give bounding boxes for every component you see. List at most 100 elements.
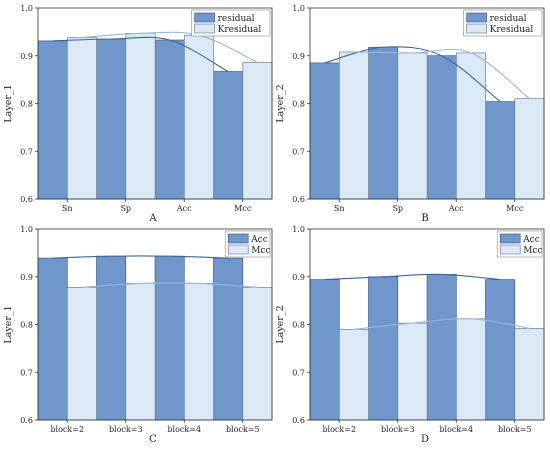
x-tick-label: Mcc	[506, 204, 524, 213]
bar-residual-3	[154, 39, 185, 200]
x-tick-label: Sp	[392, 204, 403, 213]
y-tick-label: 0.7	[20, 368, 33, 377]
bar-kresidual-1	[67, 37, 97, 200]
bar-acc-3	[426, 274, 457, 421]
legend-swatch-acc	[227, 233, 249, 244]
y-tick-label: 0.6	[292, 195, 305, 204]
trend-line-acc	[52, 255, 229, 259]
y-tick-label: 0.8	[292, 100, 305, 109]
legend-label: Kresidual	[218, 25, 262, 35]
x-tick-label: Acc	[448, 204, 464, 213]
panel-label: D	[421, 434, 429, 445]
y-tick-label: 0.9	[20, 52, 33, 61]
y-tick-label: 1.0	[20, 4, 33, 13]
x-tick-label: block=3	[109, 425, 143, 434]
bar-acc-3	[154, 255, 185, 421]
bar-acc-1	[37, 257, 68, 421]
bar-residual-2	[96, 38, 127, 200]
y-tick-label: 0.9	[292, 52, 305, 61]
bar-residual-1	[37, 40, 68, 200]
x-tick-label: block=4	[439, 425, 473, 434]
trend-line-mcc	[81, 282, 258, 288]
x-tick-label: block=3	[381, 425, 415, 434]
bar-kresidual-4	[514, 98, 545, 200]
x-tick-label: block=5	[226, 425, 260, 434]
trend-line-kresidual	[353, 48, 530, 100]
bar-mcc-2	[125, 283, 156, 421]
x-tick-label: block=2	[322, 425, 356, 434]
legend-swatch-kresidual	[194, 23, 215, 34]
bar-kresidual-2	[125, 32, 156, 200]
bar-mcc-3	[455, 318, 486, 421]
bar-acc-2	[368, 276, 399, 421]
chart-panel-c: 0.6 0.7 0.8 0.9 1.0 block=2 block=3 block=4 bloc…	[3, 225, 273, 445]
legend-label: Acc	[522, 235, 540, 245]
bar-mcc-1	[67, 286, 97, 421]
x-tick-label: Sp	[120, 204, 131, 213]
bar-residual-3	[426, 55, 457, 200]
bar-mcc-4	[242, 286, 273, 421]
legend-label: residual	[490, 14, 527, 24]
panel-label: B	[421, 213, 428, 224]
y-tick-label: 0.7	[292, 147, 305, 156]
legend-swatch-acc	[499, 233, 521, 244]
bar-acc-4	[485, 279, 516, 421]
y-tick-label: 0.6	[20, 195, 33, 204]
trend-line-acc	[324, 273, 501, 281]
bar-acc-1	[309, 279, 340, 421]
bar-kresidual-3	[455, 52, 486, 200]
y-tick-label: 0.8	[292, 321, 305, 330]
legend-label: Mcc	[523, 246, 542, 256]
trend-line-kresidual	[81, 31, 258, 63]
y-tick-label: 0.6	[20, 416, 33, 425]
y-tick-label: 0.7	[20, 147, 33, 156]
bar-acc-2	[96, 255, 127, 421]
y-tick-label: 1.0	[20, 225, 33, 234]
x-tick-label: Acc	[176, 204, 192, 213]
chart-panel-b: 0.6 0.7 0.8 0.9 1.0 Sn Sp Acc Mcc Layer_2 Bresidua…	[275, 4, 545, 224]
x-tick-label: Mcc	[234, 204, 252, 213]
trend-line-residual	[52, 36, 229, 72]
legend-label: Mcc	[251, 246, 270, 256]
y-axis-label: Layer_2	[275, 305, 286, 343]
legend-label: Kresidual	[490, 25, 534, 35]
chart-panel-d: 0.6 0.7 0.8 0.9 1.0 block=2 block=3 block=4 bloc…	[275, 225, 545, 445]
chart-panel-a: 0.6 0.7 0.8 0.9 1.0 Sn Sp Acc Mcc Layer_1 Aresidua…	[3, 4, 273, 224]
legend-swatch-mcc	[499, 244, 521, 255]
y-tick-label: 0.7	[292, 368, 305, 377]
y-tick-label: 1.0	[292, 225, 305, 234]
y-axis-label: Layer_1	[3, 305, 14, 343]
legend-swatch-kresidual	[466, 23, 487, 34]
y-tick-label: 0.8	[20, 100, 33, 109]
trend-line-residual	[324, 46, 501, 103]
y-tick-label: 0.9	[20, 273, 33, 282]
bar-residual-4	[485, 101, 516, 200]
bar-residual-2	[368, 46, 399, 200]
bar-mcc-2	[397, 322, 428, 421]
y-tick-label: 0.8	[20, 321, 33, 330]
bar-kresidual-4	[242, 62, 273, 200]
legend-swatch-mcc	[227, 244, 249, 255]
x-tick-label: Sn	[62, 204, 73, 213]
y-axis-label: Layer_2	[275, 84, 286, 122]
bar-kresidual-1	[338, 51, 369, 200]
legend-swatch-residual	[466, 12, 487, 23]
bar-mcc-3	[184, 283, 214, 421]
bar-residual-4	[213, 71, 244, 200]
y-tick-label: 0.6	[292, 416, 305, 425]
panel-label: A	[148, 213, 157, 224]
legend-label: Acc	[250, 235, 268, 245]
x-tick-label: Sn	[334, 204, 345, 213]
bar-mcc-4	[514, 327, 545, 421]
bar-acc-4	[213, 257, 244, 421]
bar-mcc-1	[338, 328, 369, 421]
bar-kresidual-3	[184, 34, 214, 200]
legend-label: residual	[218, 14, 255, 24]
x-tick-label: block=5	[498, 425, 532, 434]
y-tick-label: 1.0	[292, 4, 305, 13]
